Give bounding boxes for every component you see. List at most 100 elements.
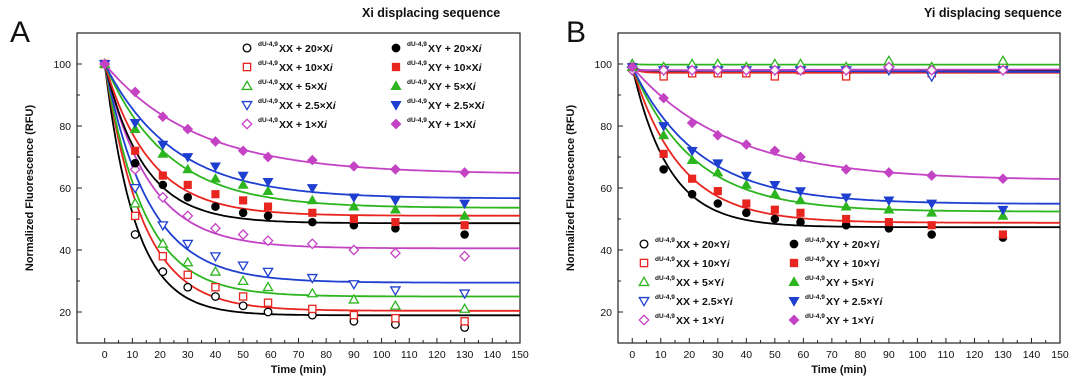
- data-point: [686, 154, 698, 164]
- data-point: [239, 196, 248, 205]
- data-point: [459, 199, 471, 210]
- data-point: [770, 214, 780, 224]
- legend-marker: [241, 118, 253, 130]
- data-point: [460, 230, 469, 239]
- legend-label: XY + 10×Yi: [826, 258, 881, 270]
- legend-superscript: dU-4,9: [258, 41, 278, 48]
- legend-marker: [390, 118, 402, 130]
- x-tick-label: 30: [182, 349, 194, 361]
- legend-superscript: dU-4,9: [407, 41, 427, 48]
- data-point: [306, 184, 318, 194]
- data-point: [211, 292, 220, 301]
- data-point: [349, 214, 358, 224]
- data-point: [348, 160, 360, 172]
- legend-marker: [241, 100, 253, 112]
- series-line: [631, 66, 1060, 205]
- y-tick-label: 100: [594, 59, 612, 71]
- x-axis-label: Time (min): [271, 364, 327, 376]
- data-point: [158, 267, 168, 277]
- data-point: [237, 145, 249, 157]
- legend-marker: [242, 62, 252, 72]
- data-point: [348, 280, 360, 291]
- data-point: [262, 177, 274, 188]
- x-tick-label: 110: [938, 349, 955, 361]
- legend-label: XX + 20×Xi: [279, 43, 334, 55]
- x-tick-label: 50: [769, 349, 781, 361]
- data-point: [659, 149, 668, 158]
- data-point: [237, 179, 249, 189]
- data-point: [658, 129, 670, 140]
- data-point: [712, 64, 724, 76]
- data-point: [687, 189, 697, 199]
- legend-label: XY + 1×Yi: [826, 315, 875, 327]
- data-point: [742, 208, 751, 218]
- x-tick-label: 140: [484, 349, 502, 361]
- legend-marker: [638, 296, 650, 308]
- data-point: [237, 275, 249, 286]
- data-point: [262, 267, 274, 278]
- legend-label: XY + 10×Xi: [428, 62, 483, 74]
- data-point: [391, 313, 400, 323]
- panel-letter: B: [566, 16, 587, 49]
- legend-superscript: dU-4,9: [655, 237, 675, 244]
- data-point: [997, 64, 1009, 76]
- data-point: [348, 244, 360, 256]
- data-point: [262, 281, 274, 292]
- data-point: [158, 171, 167, 180]
- data-point: [927, 230, 936, 239]
- data-markers: [98, 58, 471, 332]
- legend-superscript: dU-4,9: [258, 98, 278, 105]
- legend-label: XX + 5×Yi: [676, 277, 725, 289]
- data-point: [209, 173, 221, 183]
- legend-superscript: dU-4,9: [655, 256, 675, 263]
- y-tick-label: 40: [600, 245, 612, 257]
- data-point: [389, 204, 401, 214]
- data-point: [926, 64, 938, 76]
- legend-marker: [242, 43, 252, 53]
- data-point: [795, 151, 806, 163]
- data-point: [131, 146, 140, 155]
- legend-superscript: dU-4,9: [258, 60, 278, 67]
- axis-ticks: 0 10 20 30 40 50 60 70 80 90 100 110 120 130 140 150 20 4…: [594, 32, 1069, 361]
- x-tick-label: 80: [320, 349, 332, 361]
- data-point: [795, 194, 806, 205]
- x-tick-label: 130: [456, 349, 474, 361]
- data-point: [211, 282, 220, 292]
- legend-marker: [639, 239, 649, 249]
- legend-marker: [391, 62, 401, 72]
- data-point: [742, 199, 751, 208]
- data-point: [840, 64, 852, 76]
- legend-label: XY + 20×Xi: [428, 43, 483, 55]
- data-point: [769, 64, 781, 76]
- data-point: [458, 289, 471, 300]
- data-point: [927, 221, 936, 230]
- legend-superscript: dU-4,9: [407, 117, 427, 124]
- data-point: [389, 286, 402, 297]
- data-point: [182, 239, 194, 250]
- data-point: [209, 265, 222, 276]
- x-tick-label: 140: [1023, 349, 1041, 361]
- data-point: [391, 218, 400, 227]
- x-tick-label: 130: [994, 349, 1012, 361]
- legend-label: XX + 2.5×Yi: [676, 296, 734, 308]
- chart-b-svg: 0 10 20 30 40 50 60 70 80 90 100 110 120 130 140 150 20 4…: [565, 32, 1069, 376]
- data-point: [712, 166, 724, 177]
- y-tick-label: 20: [59, 307, 71, 319]
- data-point: [209, 252, 222, 263]
- data-point: [182, 210, 194, 222]
- data-point: [840, 164, 852, 175]
- legend-label: XX + 2.5×Xi: [279, 100, 337, 112]
- data-point: [713, 187, 722, 196]
- data-point: [308, 208, 317, 217]
- x-tick-label: 70: [293, 349, 305, 361]
- y-tick-label: 60: [59, 183, 71, 195]
- y-tick-label: 20: [600, 307, 612, 319]
- legend-superscript: dU-4,9: [805, 275, 825, 282]
- data-point: [842, 214, 851, 224]
- data-point: [626, 61, 638, 73]
- data-point: [769, 188, 781, 199]
- x-tick-label: 70: [826, 349, 838, 361]
- y-tick-label: 80: [600, 121, 612, 133]
- data-point: [129, 119, 141, 129]
